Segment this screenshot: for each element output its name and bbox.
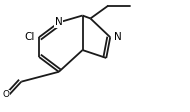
Text: Cl: Cl	[25, 32, 35, 42]
Text: N: N	[55, 17, 63, 27]
Text: N: N	[114, 32, 122, 42]
Text: O: O	[2, 90, 9, 99]
